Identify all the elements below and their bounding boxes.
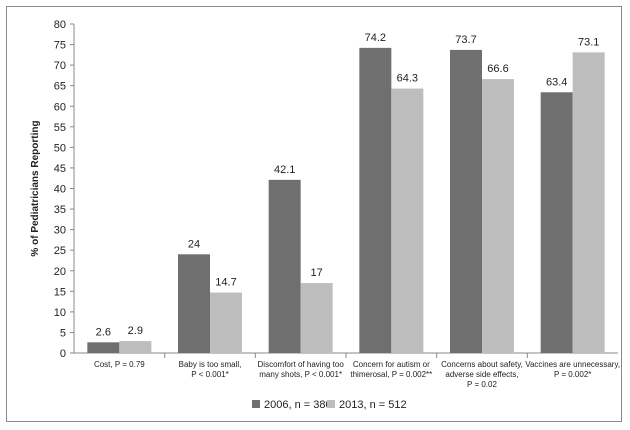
x-category-label: Concerns about safety,: [441, 360, 523, 369]
bar-2013: [300, 283, 333, 353]
x-category-label: Vaccines are unnecessary,: [525, 360, 620, 369]
x-category-label: P = 0.002*: [554, 370, 591, 379]
bar-2006: [87, 342, 120, 353]
data-label: 2.6: [96, 326, 111, 338]
y-tick-label: 10: [54, 307, 66, 319]
bar-2006: [450, 49, 482, 353]
y-tick-label: 5: [60, 327, 66, 339]
y-tick-label: 40: [54, 184, 66, 196]
y-tick-label: 75: [54, 40, 66, 52]
legend-label: 2013, n = 512: [339, 399, 407, 411]
y-tick-label: 55: [54, 122, 66, 134]
x-category-label: many shots, P < 0.001*: [259, 370, 342, 379]
data-label: 73.1: [578, 36, 599, 48]
x-category-label: Concern for autism or: [353, 360, 430, 369]
x-category-label: P = 0.02: [467, 380, 497, 389]
y-tick-label: 50: [54, 142, 66, 154]
y-tick-label: 60: [54, 101, 66, 113]
x-category-label: adverse side effects,: [445, 370, 518, 379]
data-label: 14.7: [215, 277, 236, 289]
y-tick-label: 20: [54, 266, 66, 278]
bar-2013: [482, 79, 514, 354]
y-tick-label: 65: [54, 81, 66, 93]
bar-2013: [572, 52, 605, 353]
legend-swatch-2006: [252, 400, 260, 408]
data-label: 24: [188, 238, 200, 250]
x-category-label: thimerosal, P = 0.002**: [350, 370, 432, 379]
y-tick-label: 30: [54, 225, 66, 237]
x-category-label: Cost, P = 0.79: [94, 360, 145, 369]
data-label: 66.6: [487, 63, 508, 75]
x-category-label: Baby is too small,: [179, 360, 242, 369]
data-label: 74.2: [365, 32, 386, 44]
legend-swatch-2013: [327, 400, 335, 408]
bar-2006: [540, 92, 573, 353]
y-tick-label: 15: [54, 286, 66, 298]
data-label: 42.1: [274, 164, 295, 176]
y-tick-label: 0: [60, 348, 66, 360]
data-label: 2.9: [128, 325, 143, 337]
bar-2006: [178, 254, 210, 353]
data-label: 63.4: [546, 76, 567, 88]
data-label: 64.3: [397, 73, 418, 85]
bar-2006: [359, 47, 392, 353]
y-tick-label: 70: [54, 60, 66, 72]
data-label: 73.7: [455, 34, 476, 46]
y-tick-label: 45: [54, 163, 66, 175]
x-category-label: Discomfort of having too: [258, 360, 345, 369]
bar-2013: [210, 292, 242, 353]
y-tick-label: 25: [54, 245, 66, 257]
bar-2013: [119, 341, 152, 353]
bar-2013: [391, 88, 424, 353]
y-axis-title: % of Pediatricians Reporting: [30, 120, 41, 256]
bar-2006: [268, 179, 301, 353]
chart-frame: [6, 6, 622, 422]
y-tick-label: 80: [54, 19, 66, 31]
legend-label: 2006, n = 380: [264, 399, 332, 411]
y-tick-label: 35: [54, 204, 66, 216]
data-label: 17: [311, 267, 323, 279]
x-category-label: P < 0.001*: [191, 370, 228, 379]
